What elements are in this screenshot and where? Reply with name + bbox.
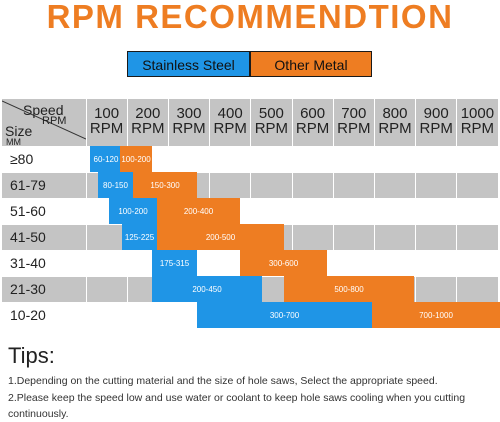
row-size-label: 51-60 bbox=[10, 203, 46, 219]
other-metal-range-band: 500-800 bbox=[284, 276, 414, 302]
grid-line-horizontal bbox=[2, 327, 498, 329]
legend-stainless-steel: Stainless Steel bbox=[127, 51, 250, 77]
tips-heading: Tips: bbox=[8, 343, 55, 368]
corner-diagonal bbox=[2, 100, 86, 140]
rpm-label: RPM bbox=[42, 115, 67, 127]
column-header-unit: RPM bbox=[131, 120, 165, 137]
column-header-100: 100 RPM bbox=[86, 99, 128, 146]
stainless-range-band: 100-200 bbox=[109, 198, 157, 224]
column-header-value: 500 bbox=[258, 105, 284, 122]
row-size-label: 41-50 bbox=[10, 229, 46, 245]
column-header-unit: RPM bbox=[337, 120, 371, 137]
column-header-value: 200 bbox=[135, 105, 161, 122]
grid-line-vertical bbox=[250, 99, 252, 328]
mm-label: MM bbox=[6, 137, 21, 147]
stainless-range-band: 80-150 bbox=[98, 172, 133, 198]
column-header-unit: RPM bbox=[295, 120, 330, 137]
column-header-300: 300 RPM bbox=[168, 99, 210, 146]
row-size-label: 21-30 bbox=[10, 281, 46, 297]
column-header-value: 300 bbox=[176, 105, 202, 122]
rpm-table: Speed RPM Size MM 100 RPM 200 RPM 300 RPM 400 R… bbox=[2, 99, 500, 329]
corner-header: Speed RPM Size MM bbox=[2, 99, 86, 147]
column-header-value: 800 bbox=[382, 105, 408, 122]
stainless-range-band: 175-315 bbox=[152, 250, 197, 276]
tip-item-1: 1.Depending on the cutting material and … bbox=[8, 375, 438, 387]
column-header-200: 200 RPM bbox=[127, 99, 169, 146]
stainless-range-band: 300-700 bbox=[197, 302, 372, 328]
grid-line-vertical bbox=[456, 99, 458, 328]
column-header-unit: RPM bbox=[460, 120, 495, 137]
column-header-value: 400 bbox=[217, 105, 243, 122]
other-metal-range-band: 200-500 bbox=[157, 224, 284, 250]
row-size-label: 10-20 bbox=[10, 307, 46, 323]
other-metal-range-band: 150-300 bbox=[133, 172, 197, 198]
grid-line-vertical bbox=[332, 99, 334, 328]
stainless-range-band: 60-120 bbox=[90, 146, 122, 172]
tip-item-2: 2.Please keep the speed low and use wate… bbox=[8, 392, 466, 420]
grid-line-vertical bbox=[497, 99, 499, 328]
column-header-value: 100 bbox=[94, 105, 120, 122]
column-header-value: 900 bbox=[423, 105, 449, 122]
other-metal-range-band: 200-400 bbox=[157, 198, 240, 224]
page-title: RPM RECOMMENDTION bbox=[46, 0, 454, 35]
other-metal-range-band: 300-600 bbox=[240, 250, 327, 276]
grid-line-vertical bbox=[291, 99, 293, 328]
speed-label: Speed bbox=[23, 102, 64, 118]
column-header-value: 600 bbox=[300, 105, 326, 122]
other-metal-range-band: 100-200 bbox=[120, 146, 152, 172]
column-header-unit: RPM bbox=[172, 120, 206, 137]
stainless-range-band: 125-225 bbox=[122, 224, 157, 250]
column-header-400: 400 RPM bbox=[209, 99, 251, 146]
grid-line-horizontal bbox=[2, 197, 498, 199]
column-header-700: 700 RPM bbox=[333, 99, 375, 146]
size-label: Size bbox=[5, 123, 33, 139]
row-size-label: ≥80 bbox=[10, 151, 34, 167]
grid-line-vertical bbox=[85, 99, 87, 328]
grid-line-horizontal bbox=[2, 145, 498, 147]
column-header-value: 1000 bbox=[460, 105, 495, 122]
column-header-unit: RPM bbox=[89, 120, 124, 137]
column-header-1000: 1000 RPM bbox=[456, 99, 498, 146]
column-header-unit: RPM bbox=[254, 120, 289, 137]
column-header-900: 900 RPM bbox=[415, 99, 457, 146]
column-header-unit: RPM bbox=[419, 120, 453, 137]
grid-line-vertical bbox=[415, 99, 417, 328]
column-header-600: 600 RPM bbox=[292, 99, 334, 146]
legend-other-metal: Other Metal bbox=[250, 51, 372, 77]
other-metal-range-band: 700-1000 bbox=[372, 302, 500, 328]
column-header-500: 500 RPM bbox=[250, 99, 292, 146]
grid-line-vertical bbox=[373, 99, 375, 328]
column-header-value: 700 bbox=[341, 105, 367, 122]
row-size-label: 61-79 bbox=[10, 177, 46, 193]
grid-line-horizontal bbox=[2, 171, 498, 173]
row-size-label: 31-40 bbox=[10, 255, 46, 271]
column-header-unit: RPM bbox=[378, 120, 412, 137]
column-header-unit: RPM bbox=[213, 120, 247, 137]
column-header-800: 800 RPM bbox=[374, 99, 416, 146]
stainless-range-band: 200-450 bbox=[152, 276, 262, 302]
